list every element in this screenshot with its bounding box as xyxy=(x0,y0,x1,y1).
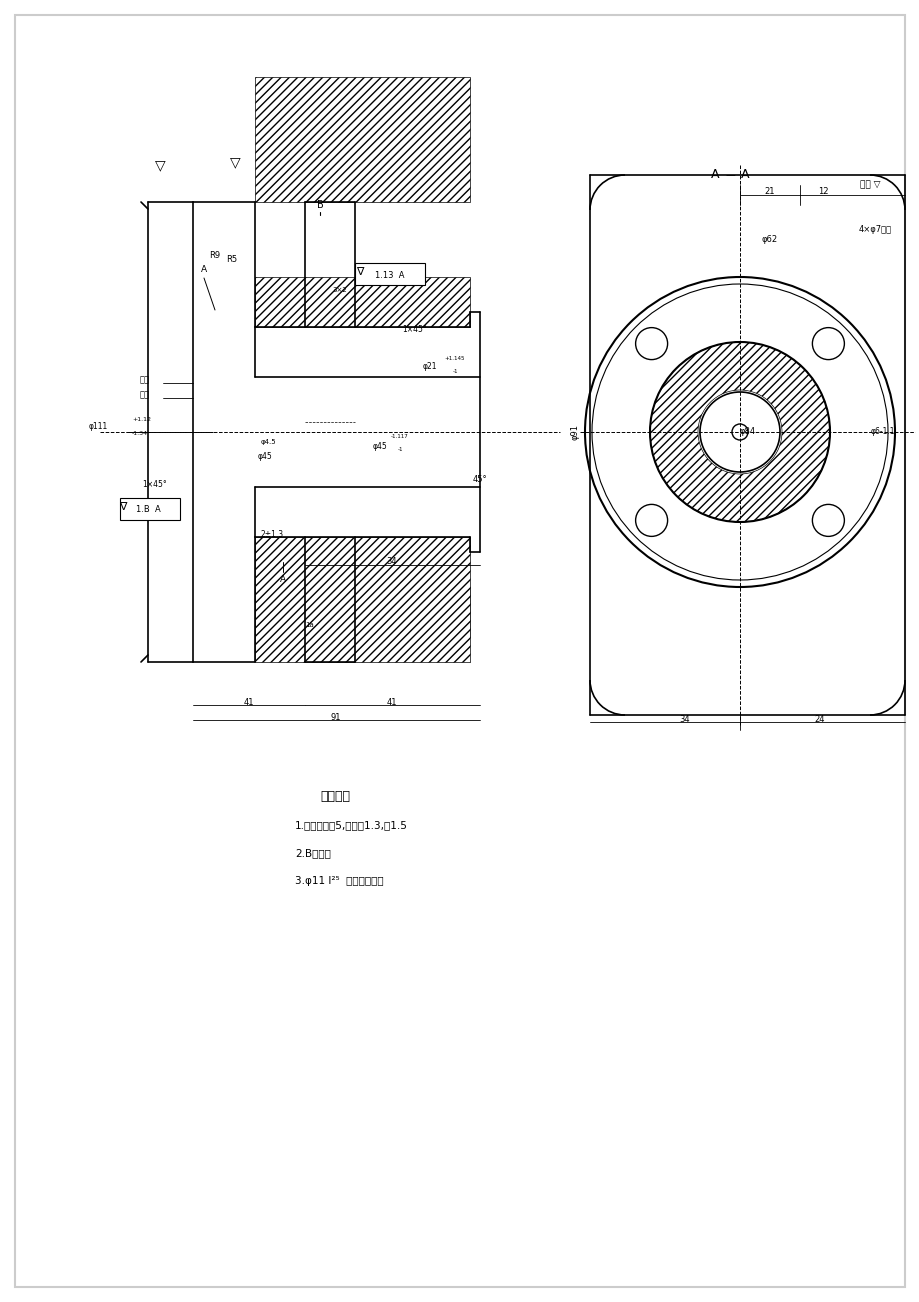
Text: A: A xyxy=(200,266,207,275)
Text: 1a: 1a xyxy=(305,622,314,628)
Text: ▽: ▽ xyxy=(230,155,240,169)
Text: 41: 41 xyxy=(244,698,254,707)
Text: ∇: ∇ xyxy=(119,503,127,512)
Text: 基準 ▽: 基準 ▽ xyxy=(859,181,879,190)
Text: φ6-1.1: φ6-1.1 xyxy=(869,427,894,436)
Text: R9: R9 xyxy=(210,250,221,259)
Bar xyxy=(255,277,470,327)
Text: 1×45°: 1×45° xyxy=(403,326,427,335)
Text: 1×45°: 1×45° xyxy=(142,480,167,490)
Text: φ45: φ45 xyxy=(257,453,272,461)
Text: φ4.5: φ4.5 xyxy=(260,439,276,445)
Text: 41: 41 xyxy=(386,698,397,707)
Text: 2.B面抹光: 2.B面抹光 xyxy=(295,848,331,858)
Text: 1.B  A: 1.B A xyxy=(135,505,160,514)
Text: 34: 34 xyxy=(679,716,689,724)
Text: 細字: 細字 xyxy=(140,391,150,400)
Text: 技术要求: 技术要求 xyxy=(320,790,349,803)
Text: φ45: φ45 xyxy=(372,443,387,452)
Bar xyxy=(119,497,180,519)
Bar xyxy=(355,263,425,285)
Text: -1.34: -1.34 xyxy=(131,431,148,436)
Text: 24: 24 xyxy=(814,716,824,724)
Text: ▽: ▽ xyxy=(154,158,165,172)
Text: B: B xyxy=(316,201,323,210)
Text: 4×φ7螺孔: 4×φ7螺孔 xyxy=(857,225,891,234)
Text: A: A xyxy=(279,575,286,585)
Text: 粗線: 粗線 xyxy=(140,375,150,384)
Text: 3.φ11 I²⁵  外圆无光满栋: 3.φ11 I²⁵ 外圆无光满栋 xyxy=(295,876,383,885)
Text: A: A xyxy=(740,168,748,181)
Circle shape xyxy=(732,424,747,440)
Text: 12: 12 xyxy=(817,187,827,197)
Text: 3×2: 3×2 xyxy=(333,286,347,293)
Bar xyxy=(255,536,470,661)
Text: 45°: 45° xyxy=(472,475,487,484)
Text: +1.12: +1.12 xyxy=(131,418,151,423)
Text: φ62: φ62 xyxy=(761,236,777,245)
Text: A: A xyxy=(710,168,719,181)
Text: -1: -1 xyxy=(397,448,403,453)
Text: —: — xyxy=(724,171,734,180)
Text: +1.145: +1.145 xyxy=(444,357,465,362)
Text: φ91: φ91 xyxy=(570,424,579,440)
Bar xyxy=(255,77,470,202)
Bar xyxy=(255,587,470,637)
Text: 91: 91 xyxy=(331,713,341,723)
Text: 34: 34 xyxy=(386,557,397,566)
Text: ∇: ∇ xyxy=(356,267,363,277)
Text: 2±1.3: 2±1.3 xyxy=(260,530,283,539)
Text: φ111: φ111 xyxy=(88,423,108,431)
Text: φ84: φ84 xyxy=(739,427,755,436)
Text: R5: R5 xyxy=(226,255,237,264)
Text: -1: -1 xyxy=(452,370,458,375)
Text: -1.117: -1.117 xyxy=(391,435,408,440)
Text: 1.刚字字型高5,刚线宽1.3,深1.5: 1.刚字字型高5,刚线宽1.3,深1.5 xyxy=(295,820,407,829)
Text: 1.13  A: 1.13 A xyxy=(375,271,404,280)
Text: 21: 21 xyxy=(764,187,775,197)
Text: φ21: φ21 xyxy=(423,362,437,371)
